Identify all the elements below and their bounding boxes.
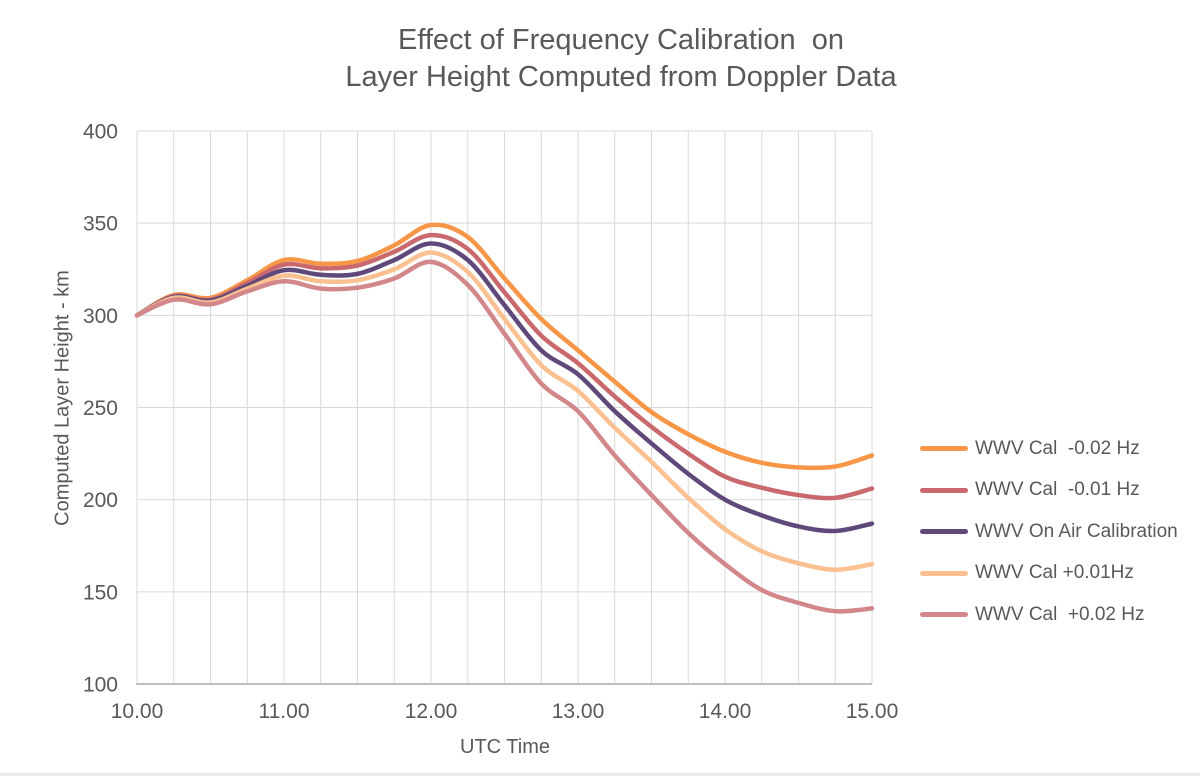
series-line xyxy=(134,222,875,471)
y-tick-label: 300 xyxy=(83,305,118,328)
y-tick-label: 150 xyxy=(83,581,118,604)
series-line xyxy=(134,232,875,501)
series-line xyxy=(134,259,875,614)
x-tick-label: 13.00 xyxy=(552,700,605,723)
series-line xyxy=(134,250,875,572)
x-axis-title: UTC Time xyxy=(460,736,550,758)
legend-label: WWV On Air Calibration xyxy=(975,520,1178,542)
legend-line-swatch xyxy=(920,570,968,576)
y-tick-label: 400 xyxy=(83,121,118,144)
legend-item: WWV Cal -0.02 Hz xyxy=(920,428,1178,470)
chart-title-line-2: Layer Height Computed from Doppler Data xyxy=(345,61,897,93)
legend-line-swatch xyxy=(920,446,968,452)
x-tick-label: 12.00 xyxy=(405,700,458,723)
screenshot-bottom-sliver xyxy=(0,773,1200,776)
legend-line-swatch xyxy=(920,612,968,618)
y-tick-label: 250 xyxy=(83,397,118,420)
legend-item: WWV Cal +0.02 Hz xyxy=(920,594,1178,636)
legend-label: WWV Cal -0.02 Hz xyxy=(975,437,1140,459)
legend-label: WWV Cal -0.01 Hz xyxy=(975,479,1140,501)
chart-title: Effect of Frequency Calibration on Layer … xyxy=(345,22,896,96)
x-tick-label: 15.00 xyxy=(846,700,899,723)
gridlines xyxy=(136,130,873,684)
legend-label: WWV Cal +0.02 Hz xyxy=(975,603,1145,625)
y-tick-label: 350 xyxy=(83,213,118,236)
legend-label: WWV Cal +0.01Hz xyxy=(975,562,1134,584)
series-line xyxy=(134,241,875,534)
x-tick-label: 14.00 xyxy=(699,700,752,723)
y-tick-label: 100 xyxy=(83,674,118,697)
x-tick-label: 10.00 xyxy=(111,700,164,723)
legend-line-swatch xyxy=(920,529,968,535)
x-tick-label: 11.00 xyxy=(259,700,310,723)
legend-item: WWV Cal -0.01 Hz xyxy=(920,470,1178,512)
legend-item: WWV On Air Calibration xyxy=(920,511,1178,553)
y-tick-label: 200 xyxy=(83,489,118,512)
legend: WWV Cal -0.02 Hz WWV Cal -0.01 Hz WWV On A… xyxy=(920,428,1178,636)
legend-item: WWV Cal +0.01Hz xyxy=(920,553,1178,595)
legend-line-swatch xyxy=(920,487,968,493)
chart-title-line-1: Effect of Frequency Calibration on xyxy=(398,24,844,56)
